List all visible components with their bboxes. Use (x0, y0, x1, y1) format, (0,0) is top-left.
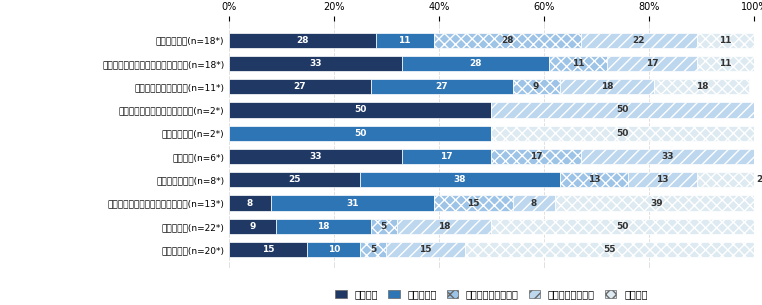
Text: 5: 5 (370, 245, 376, 254)
Text: 38: 38 (453, 175, 466, 184)
Bar (229, 242, 307, 257)
Bar (581, 149, 754, 164)
Bar (560, 79, 655, 94)
Bar (549, 56, 607, 71)
Bar (229, 196, 271, 211)
Text: 22: 22 (632, 36, 645, 45)
Bar (229, 33, 376, 48)
Bar (229, 79, 370, 94)
Text: 33: 33 (309, 59, 322, 68)
Text: 18: 18 (696, 82, 708, 91)
Bar (360, 242, 386, 257)
Text: 17: 17 (440, 152, 453, 161)
Text: 33: 33 (661, 152, 674, 161)
Text: 13: 13 (656, 175, 668, 184)
Bar (491, 219, 754, 234)
Bar (229, 102, 491, 117)
Bar (491, 102, 754, 117)
Bar (434, 33, 581, 48)
Bar (271, 196, 434, 211)
Text: 50: 50 (354, 106, 367, 114)
Bar (491, 149, 581, 164)
Bar (276, 219, 370, 234)
Bar (386, 242, 465, 257)
Text: 55: 55 (604, 245, 616, 254)
Bar (555, 196, 760, 211)
Text: 15: 15 (262, 245, 274, 254)
Bar (628, 172, 696, 187)
Text: 10: 10 (328, 245, 340, 254)
Bar (696, 33, 754, 48)
Text: 27: 27 (293, 82, 306, 91)
Bar (307, 242, 360, 257)
Text: 25: 25 (288, 175, 300, 184)
Bar (581, 33, 696, 48)
Bar (370, 79, 513, 94)
Text: 50: 50 (616, 106, 629, 114)
Text: 18: 18 (438, 222, 450, 231)
Bar (513, 79, 560, 94)
Text: 31: 31 (346, 199, 358, 208)
Text: 50: 50 (616, 222, 629, 231)
Bar (229, 126, 491, 141)
Text: 28: 28 (501, 36, 514, 45)
Bar (370, 219, 397, 234)
Text: 18: 18 (601, 82, 613, 91)
Bar (229, 172, 360, 187)
Bar (513, 196, 555, 211)
Bar (229, 219, 276, 234)
Text: 28: 28 (469, 59, 482, 68)
Bar (696, 172, 762, 187)
Text: 33: 33 (309, 152, 322, 161)
Bar (560, 172, 628, 187)
Bar (655, 79, 749, 94)
Text: 13: 13 (588, 175, 600, 184)
Text: 11: 11 (719, 36, 732, 45)
Bar (402, 149, 491, 164)
Text: 8: 8 (530, 199, 536, 208)
Text: 15: 15 (420, 245, 432, 254)
Text: 11: 11 (572, 59, 584, 68)
Bar (465, 242, 754, 257)
Text: 8: 8 (246, 199, 253, 208)
Bar (491, 126, 754, 141)
Text: 5: 5 (380, 222, 387, 231)
Text: 17: 17 (530, 152, 543, 161)
Bar (360, 172, 560, 187)
Text: 50: 50 (616, 129, 629, 138)
Bar (229, 149, 402, 164)
Text: 11: 11 (719, 59, 732, 68)
Bar (229, 56, 402, 71)
Text: 27: 27 (435, 82, 448, 91)
Bar (402, 56, 549, 71)
Text: 39: 39 (651, 199, 664, 208)
Text: 50: 50 (354, 129, 367, 138)
Text: 9: 9 (533, 82, 539, 91)
Legend: 多かった, 少しあった, どちらともいえない, ほとんどなかった, なかった: 多かった, 少しあった, どちらともいえない, ほとんどなかった, なかった (331, 285, 652, 303)
Bar (397, 219, 491, 234)
Text: 17: 17 (645, 59, 658, 68)
Bar (434, 196, 513, 211)
Text: 15: 15 (467, 199, 479, 208)
Bar (607, 56, 696, 71)
Text: 28: 28 (296, 36, 309, 45)
Text: 25: 25 (756, 175, 762, 184)
Text: 9: 9 (249, 222, 255, 231)
Bar (696, 56, 754, 71)
Text: 11: 11 (399, 36, 411, 45)
Text: 18: 18 (317, 222, 329, 231)
Bar (376, 33, 434, 48)
